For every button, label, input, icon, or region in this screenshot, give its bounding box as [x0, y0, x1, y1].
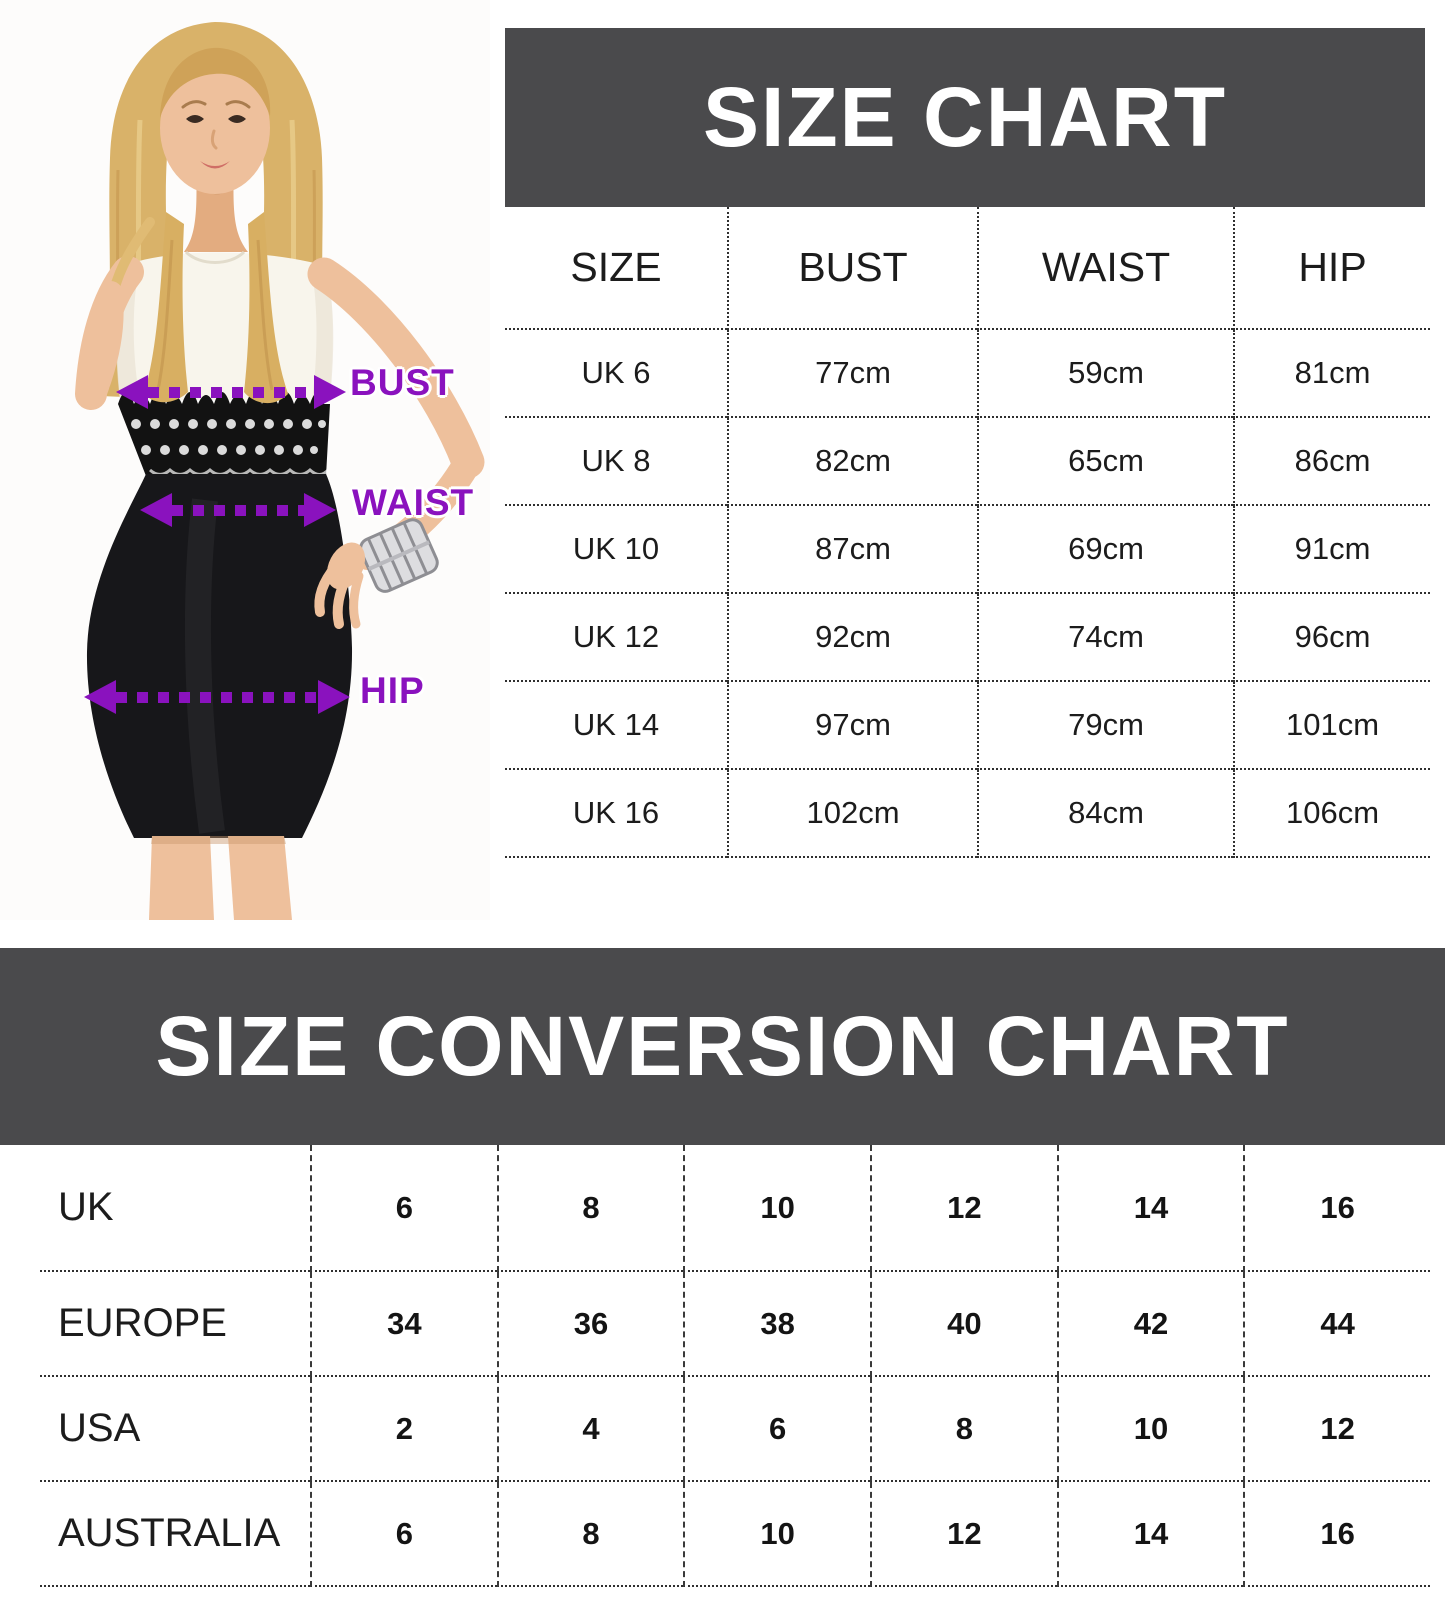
- conversion-chart-title: SIZE CONVERSION CHART: [155, 999, 1290, 1093]
- bust-cell: 92cm: [727, 594, 977, 682]
- size-value: 12: [870, 1145, 1057, 1272]
- arrow-left-icon: [116, 375, 148, 409]
- model-hand-left: [97, 281, 125, 317]
- bust-cell: 77cm: [727, 330, 977, 418]
- size-value: 6: [310, 1482, 497, 1587]
- dotted-shaft: [148, 386, 314, 398]
- bust-cell: 97cm: [727, 682, 977, 770]
- size-value: 38: [683, 1272, 870, 1377]
- region-label: USA: [40, 1377, 310, 1482]
- arrow-right-icon: [314, 375, 346, 409]
- column-header-waist: WAIST: [977, 207, 1233, 330]
- waist-cell: 69cm: [977, 506, 1233, 594]
- size-chart-banner: SIZE CHART: [505, 28, 1425, 207]
- bust-cell: 87cm: [727, 506, 977, 594]
- model-hand-right: [314, 542, 366, 629]
- hip-cell: 101cm: [1233, 682, 1430, 770]
- size-value: 8: [496, 1145, 684, 1272]
- size-table: SIZE BUST WAIST HIP UK 6 77cm 59cm 81cm …: [505, 207, 1430, 858]
- size-chart-title: SIZE CHART: [703, 70, 1227, 164]
- size-value: 6: [310, 1145, 497, 1272]
- size-value: 6: [683, 1377, 870, 1482]
- region-label: AUSTRALIA: [40, 1482, 310, 1587]
- size-cell: UK 10: [505, 506, 727, 594]
- waist-label: WAIST: [352, 482, 475, 523]
- size-value: 42: [1056, 1272, 1244, 1377]
- size-cell: UK 12: [505, 594, 727, 682]
- model-legs: [149, 836, 292, 920]
- hip-cell: 96cm: [1233, 594, 1430, 682]
- size-value: 44: [1243, 1272, 1430, 1377]
- size-value: 12: [1243, 1377, 1430, 1482]
- model-photo: BUST WAIST HIP: [0, 0, 490, 920]
- size-value: 8: [496, 1482, 684, 1587]
- waist-arrow: [140, 493, 336, 527]
- dotted-shaft: [116, 691, 318, 703]
- size-cell: UK 16: [505, 770, 727, 858]
- bust-arrow: [116, 375, 346, 409]
- region-label: UK: [40, 1145, 310, 1272]
- conversion-chart-banner: SIZE CONVERSION CHART: [0, 948, 1445, 1145]
- size-value: 12: [870, 1482, 1057, 1587]
- dotted-shaft: [172, 504, 304, 516]
- waist-cell: 84cm: [977, 770, 1233, 858]
- column-header-hip: HIP: [1233, 207, 1430, 330]
- model-hair-front: [107, 212, 288, 404]
- model-skirt: [86, 474, 353, 838]
- waist-cell: 59cm: [977, 330, 1233, 418]
- hip-cell: 91cm: [1233, 506, 1430, 594]
- region-label: EUROPE: [40, 1272, 310, 1377]
- arrow-right-icon: [318, 680, 350, 714]
- model-lace-band: [118, 392, 330, 476]
- size-value: 10: [1056, 1377, 1244, 1482]
- model-face: [160, 47, 271, 194]
- arrow-left-icon: [140, 493, 172, 527]
- size-value: 2: [310, 1377, 497, 1482]
- size-cell: UK 14: [505, 682, 727, 770]
- size-value: 8: [870, 1377, 1057, 1482]
- hip-arrow: [84, 680, 350, 714]
- size-value: 40: [870, 1272, 1057, 1377]
- model-bracelet: [359, 518, 439, 593]
- arrow-right-icon: [304, 493, 336, 527]
- column-header-size: SIZE: [505, 207, 727, 330]
- waist-cell: 65cm: [977, 418, 1233, 506]
- conversion-table: UK 6 8 10 12 14 16 EUROPE 34 36 38 40 42…: [40, 1145, 1430, 1587]
- size-value: 16: [1243, 1482, 1430, 1587]
- waist-cell: 74cm: [977, 594, 1233, 682]
- size-value: 16: [1243, 1145, 1430, 1272]
- size-value: 14: [1056, 1145, 1244, 1272]
- bust-cell: 102cm: [727, 770, 977, 858]
- lace-eyelets: [131, 419, 326, 455]
- model-arm-right: [307, 257, 485, 479]
- size-value: 4: [496, 1377, 684, 1482]
- size-value: 36: [496, 1272, 684, 1377]
- bust-cell: 82cm: [727, 418, 977, 506]
- hip-label: HIP: [360, 670, 425, 711]
- waist-cell: 79cm: [977, 682, 1233, 770]
- bust-label: BUST: [350, 362, 455, 403]
- hip-cell: 106cm: [1233, 770, 1430, 858]
- arrow-left-icon: [84, 680, 116, 714]
- hip-cell: 81cm: [1233, 330, 1430, 418]
- size-cell: UK 6: [505, 330, 727, 418]
- size-value: 10: [683, 1482, 870, 1587]
- size-value: 10: [683, 1145, 870, 1272]
- size-value: 14: [1056, 1482, 1244, 1587]
- hip-cell: 86cm: [1233, 418, 1430, 506]
- size-cell: UK 8: [505, 418, 727, 506]
- model-illustration: [0, 0, 490, 920]
- column-header-bust: BUST: [727, 207, 977, 330]
- size-value: 34: [310, 1272, 497, 1377]
